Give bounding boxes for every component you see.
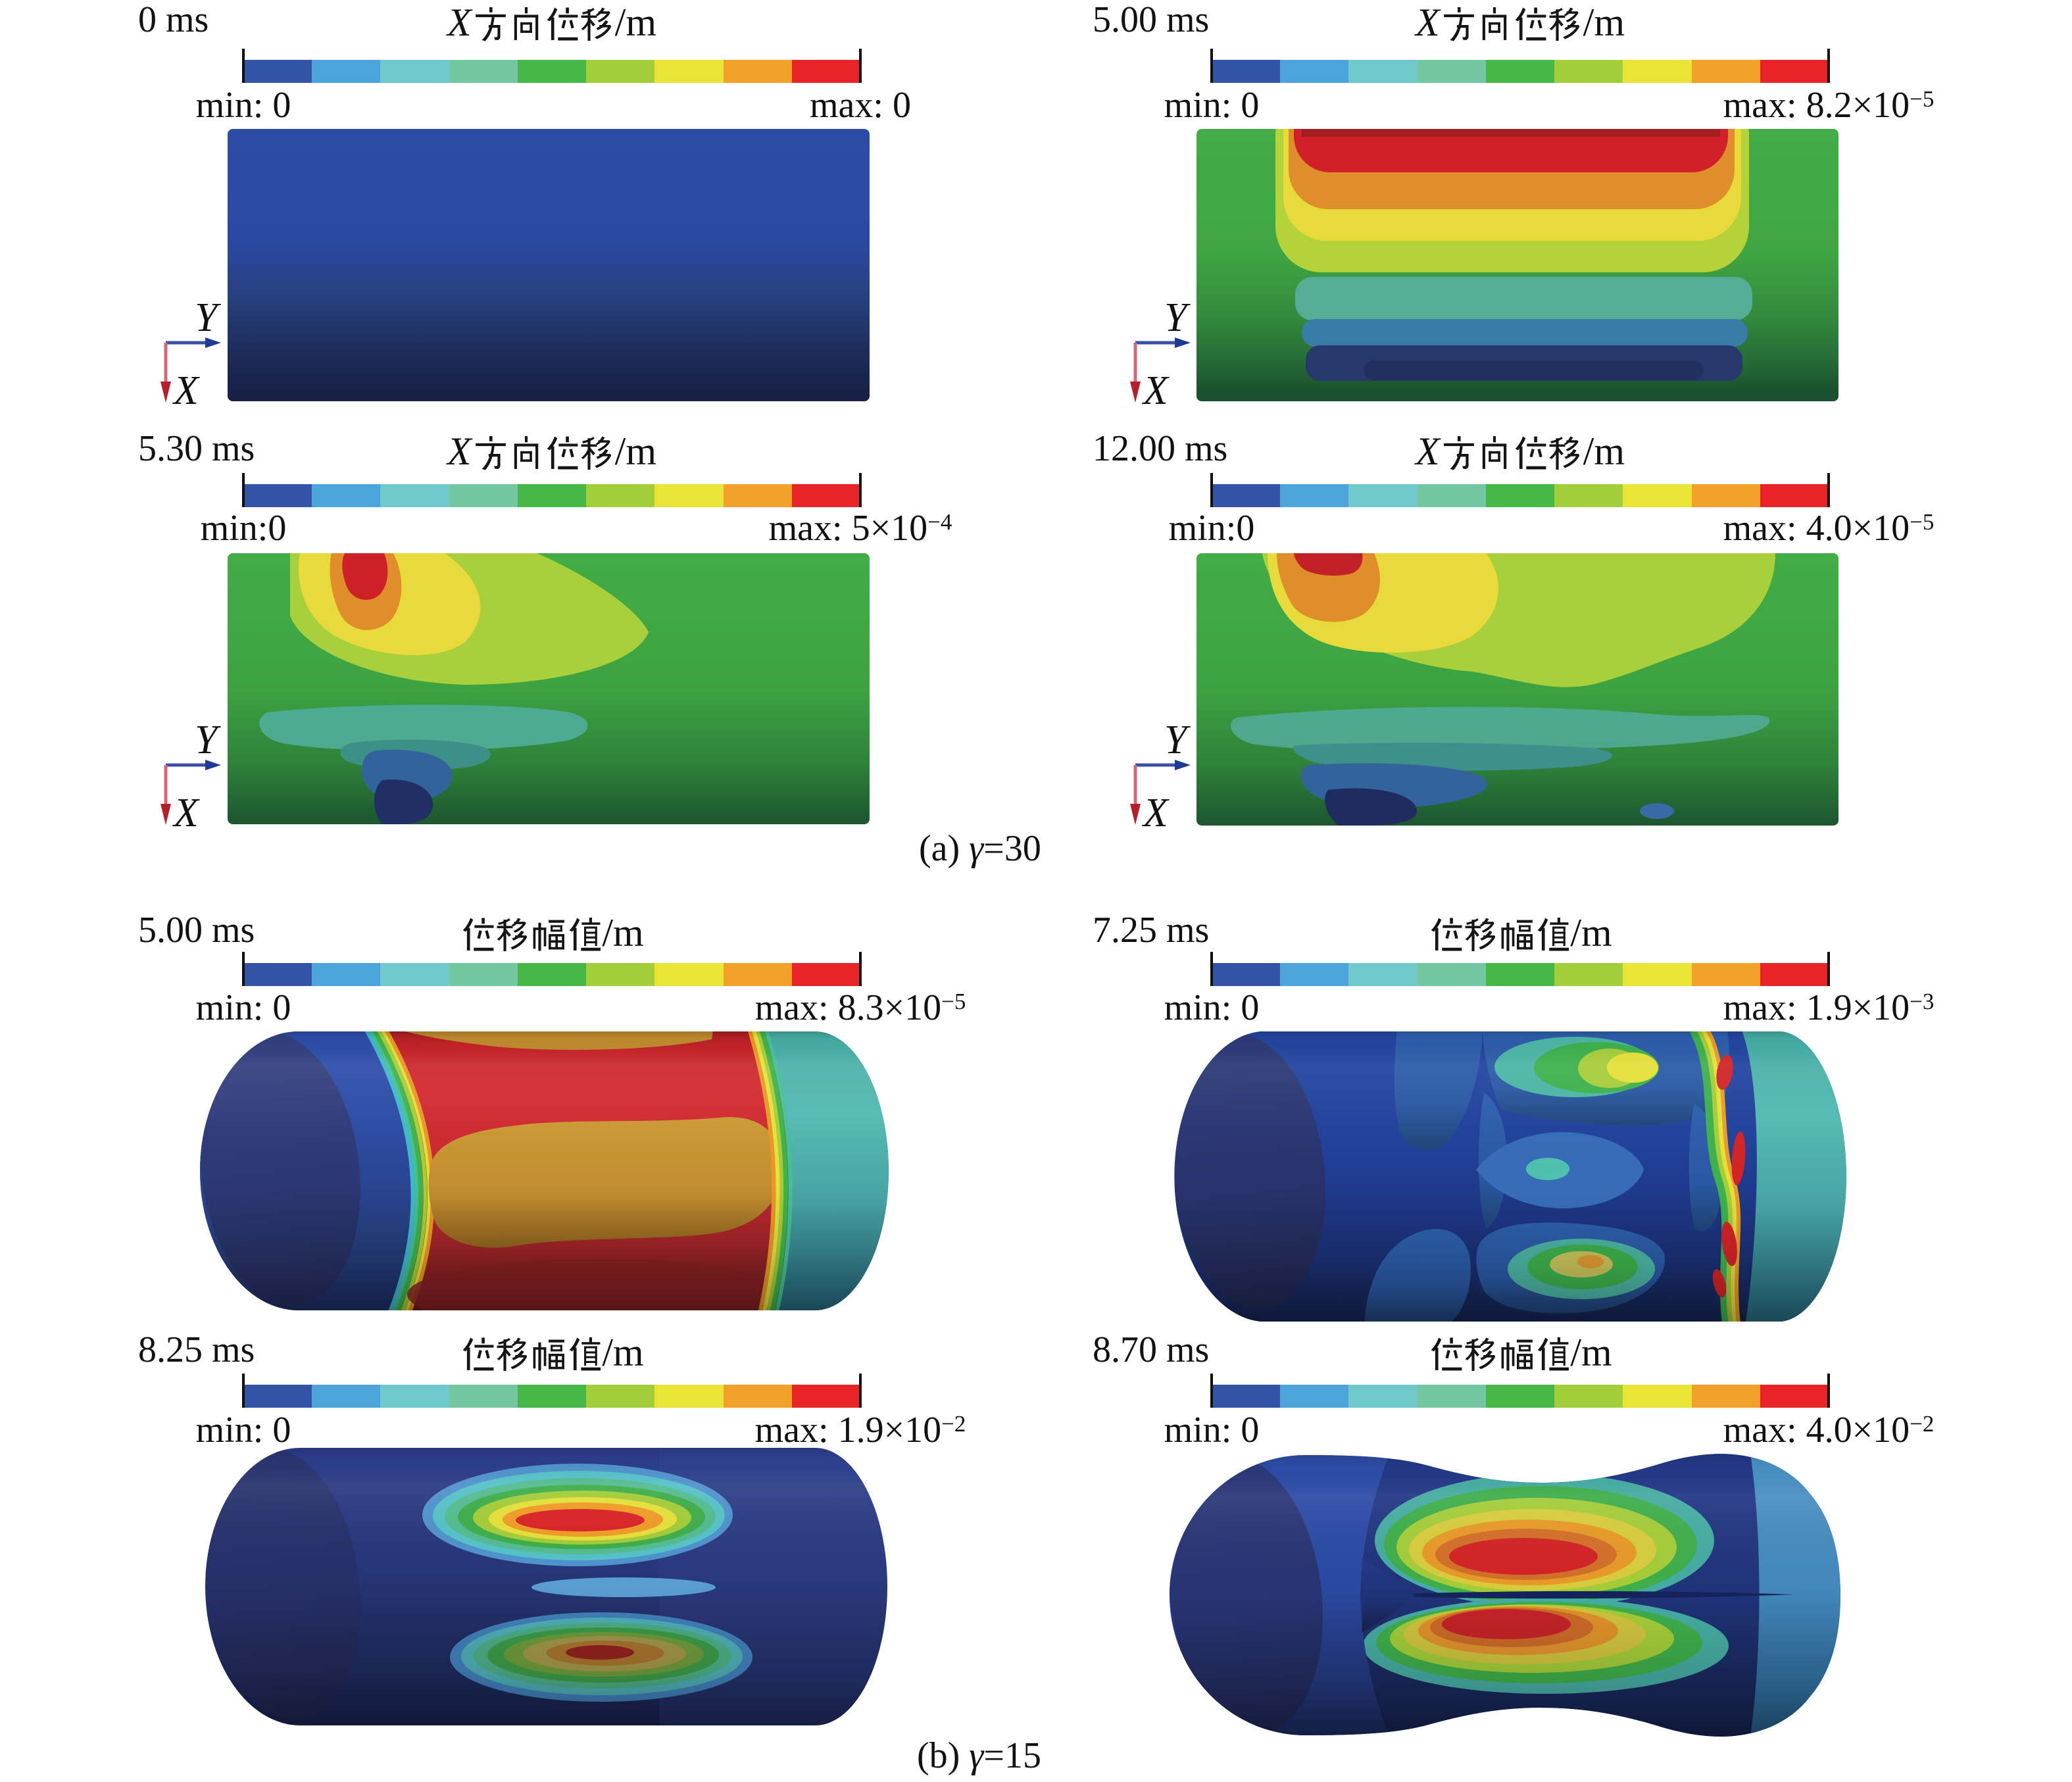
svg-text:Y: Y xyxy=(1164,718,1191,762)
svg-text:X: X xyxy=(1141,791,1170,835)
svg-text:X: X xyxy=(172,368,200,413)
svg-text:Y: Y xyxy=(1164,295,1191,340)
svg-text:Y: Y xyxy=(195,718,221,762)
svg-text:X: X xyxy=(172,791,200,835)
svg-text:Y: Y xyxy=(195,295,221,340)
svg-text:X: X xyxy=(1141,368,1170,413)
